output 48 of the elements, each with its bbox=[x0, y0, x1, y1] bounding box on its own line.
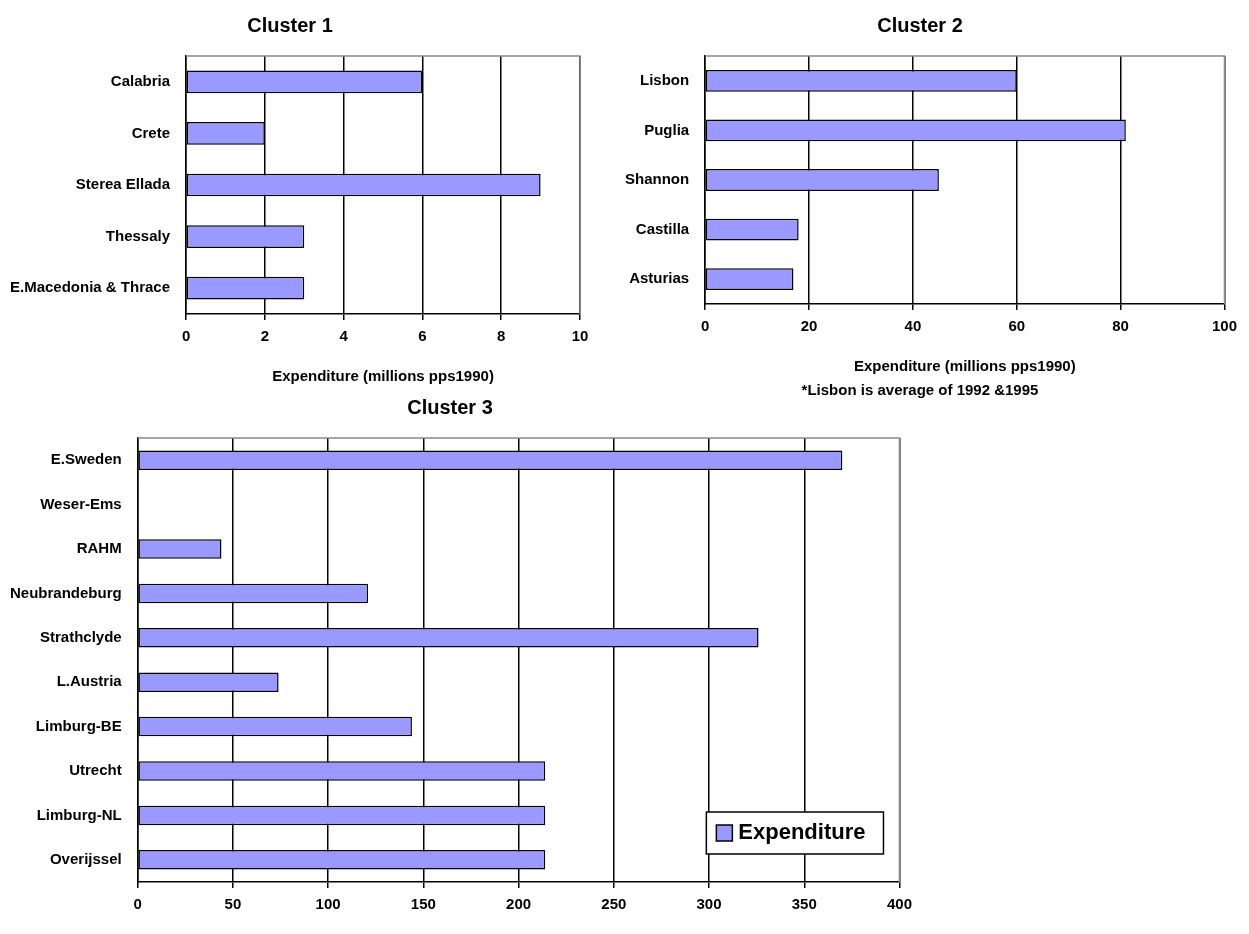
x-tick-label: 100 bbox=[1211, 317, 1237, 335]
x-tick-label: 80 bbox=[1112, 317, 1129, 335]
y-tick-label: Lisbon bbox=[639, 70, 690, 88]
y-tick-label: Utrecht bbox=[69, 761, 122, 779]
text: *Lisbon is average of 1992 &1995 bbox=[801, 381, 1039, 399]
y-tick-label: Strathclyde bbox=[39, 627, 122, 645]
x-tick-label: 20 bbox=[800, 317, 818, 335]
x-tick-label: 0 bbox=[700, 317, 710, 335]
x-tick-label: 8 bbox=[497, 327, 506, 345]
x-tick-label: 350 bbox=[791, 895, 817, 913]
y-tick-label: Limburg-BE bbox=[35, 716, 122, 734]
y-tick-label: Weser-Ems bbox=[40, 494, 122, 512]
x-tick-label: 150 bbox=[410, 895, 436, 913]
x-axis-title: Expenditure (millions pps1990) bbox=[272, 367, 494, 385]
x-tick-label: 200 bbox=[506, 895, 532, 913]
y-tick-label: RAHM bbox=[76, 539, 122, 557]
x-tick-label: 2 bbox=[260, 327, 270, 345]
y-tick-label: Sterea Ellada bbox=[75, 175, 171, 193]
y-tick-label: Castilla bbox=[635, 219, 690, 237]
y-tick-label: Puglia bbox=[644, 120, 690, 138]
y-tick-label: Neubrandeburg bbox=[9, 583, 122, 601]
chart-title: Cluster 1 bbox=[247, 13, 333, 36]
x-tick-label: 250 bbox=[601, 895, 627, 913]
x-axis-title: Expenditure (millions pps1990) bbox=[853, 357, 1076, 375]
x-tick-label: 60 bbox=[1008, 317, 1026, 335]
y-tick-label: Crete bbox=[131, 123, 171, 141]
x-tick-label: 40 bbox=[904, 317, 922, 335]
x-tick-label: 0 bbox=[133, 895, 142, 913]
x-tick-label: 6 bbox=[418, 327, 427, 345]
y-tick-label: Shannon bbox=[624, 170, 690, 188]
x-tick-label: 50 bbox=[224, 895, 242, 913]
y-tick-label: E.Macedonia & Thrace bbox=[9, 278, 171, 296]
y-tick-label: Limburg-NL bbox=[36, 805, 122, 823]
chart-title: Cluster 2 bbox=[877, 13, 963, 36]
x-tick-label: 400 bbox=[886, 895, 912, 913]
x-tick-label: 300 bbox=[696, 895, 722, 913]
y-tick-label: Asturias bbox=[629, 269, 690, 287]
y-tick-label: E.Sweden bbox=[50, 450, 122, 468]
y-tick-label: Calabria bbox=[110, 71, 171, 89]
x-tick-label: 0 bbox=[181, 327, 191, 345]
y-tick-label: Thessaly bbox=[105, 226, 171, 244]
x-tick-label: 4 bbox=[339, 327, 349, 345]
y-tick-label: Overijssel bbox=[49, 849, 122, 867]
legend-label: Expenditure bbox=[738, 819, 866, 845]
x-tick-label: 10 bbox=[571, 327, 589, 345]
y-tick-label: L.Austria bbox=[56, 672, 123, 690]
chart-title: Cluster 3 bbox=[407, 395, 493, 418]
x-tick-label: 100 bbox=[315, 895, 341, 913]
